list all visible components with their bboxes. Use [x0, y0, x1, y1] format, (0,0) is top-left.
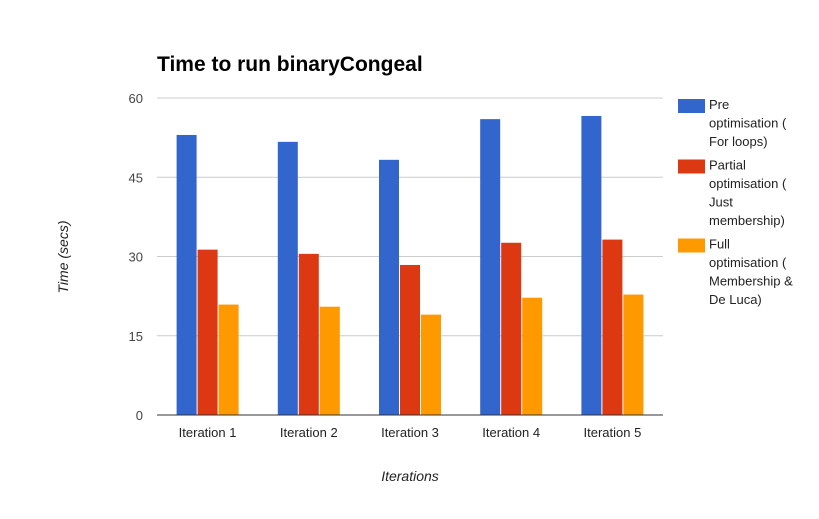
- x-tick-label: Iteration 5: [583, 425, 641, 440]
- x-tick-label: Iteration 3: [381, 425, 439, 440]
- x-axis-ticks: Iteration 1 Iteration 2 Iteration 3 Iterati…: [179, 425, 642, 440]
- y-axis-label: Time (secs): [55, 221, 71, 294]
- y-tick-label: 0: [136, 408, 143, 423]
- x-tick-label: Iteration 4: [482, 425, 540, 440]
- bar-series-1-cat-2[interactable]: [277, 141, 298, 415]
- y-tick-label: 15: [129, 329, 143, 344]
- legend-item[interactable]: Pre optimisation ( For loops): [678, 97, 787, 149]
- bar-series-3-cat-1[interactable]: [218, 304, 239, 415]
- x-axis-label: Iterations: [381, 468, 439, 484]
- legend-label: optimisation (: [709, 255, 787, 270]
- legend-label: optimisation (: [709, 116, 787, 131]
- bars: [157, 115, 663, 416]
- bar-series-2-cat-4[interactable]: [501, 242, 522, 415]
- bar-series-1-cat-1[interactable]: [176, 134, 197, 415]
- bar-series-1-cat-4[interactable]: [480, 119, 501, 415]
- bar-series-1-cat-5[interactable]: [581, 115, 602, 416]
- legend-label: membership): [709, 213, 785, 228]
- legend-label: Pre: [709, 97, 729, 112]
- legend-label: Full: [709, 237, 730, 252]
- y-tick-label: 60: [129, 91, 143, 106]
- bar-series-2-cat-5[interactable]: [602, 239, 623, 415]
- legend-item[interactable]: Full optimisation ( Membership & De Luca): [678, 237, 793, 308]
- legend-swatch: [678, 238, 705, 253]
- x-tick-label: Iteration 2: [280, 425, 338, 440]
- y-axis-ticks: 0 15 30 45 60: [129, 91, 143, 423]
- y-tick-label: 30: [129, 250, 143, 265]
- bar-series-2-cat-1[interactable]: [197, 249, 218, 415]
- legend-label: For loops): [709, 134, 768, 149]
- bar-series-2-cat-3[interactable]: [400, 264, 420, 415]
- legend: Pre optimisation ( For loops) Partial optimi…: [678, 97, 793, 307]
- legend-label: Membership &: [709, 274, 793, 289]
- legend-swatch: [678, 159, 705, 174]
- legend-label: De Luca): [709, 292, 762, 307]
- bar-series-3-cat-3[interactable]: [421, 314, 441, 415]
- legend-label: Just: [709, 195, 733, 210]
- bar-series-3-cat-2[interactable]: [319, 306, 340, 415]
- bar-series-3-cat-4[interactable]: [522, 297, 543, 415]
- bar-series-2-cat-2[interactable]: [298, 253, 319, 415]
- legend-swatch: [678, 99, 705, 113]
- y-tick-label: 45: [129, 170, 143, 185]
- bar-series-3-cat-5[interactable]: [623, 294, 644, 415]
- legend-label: Partial: [709, 158, 746, 173]
- legend-label: optimisation (: [709, 176, 787, 191]
- legend-item[interactable]: Partial optimisation ( Just membership): [678, 158, 787, 229]
- x-tick-label: Iteration 1: [179, 425, 237, 440]
- chart-title: Time to run binaryCongeal: [157, 53, 423, 76]
- bar-series-1-cat-3[interactable]: [379, 159, 399, 415]
